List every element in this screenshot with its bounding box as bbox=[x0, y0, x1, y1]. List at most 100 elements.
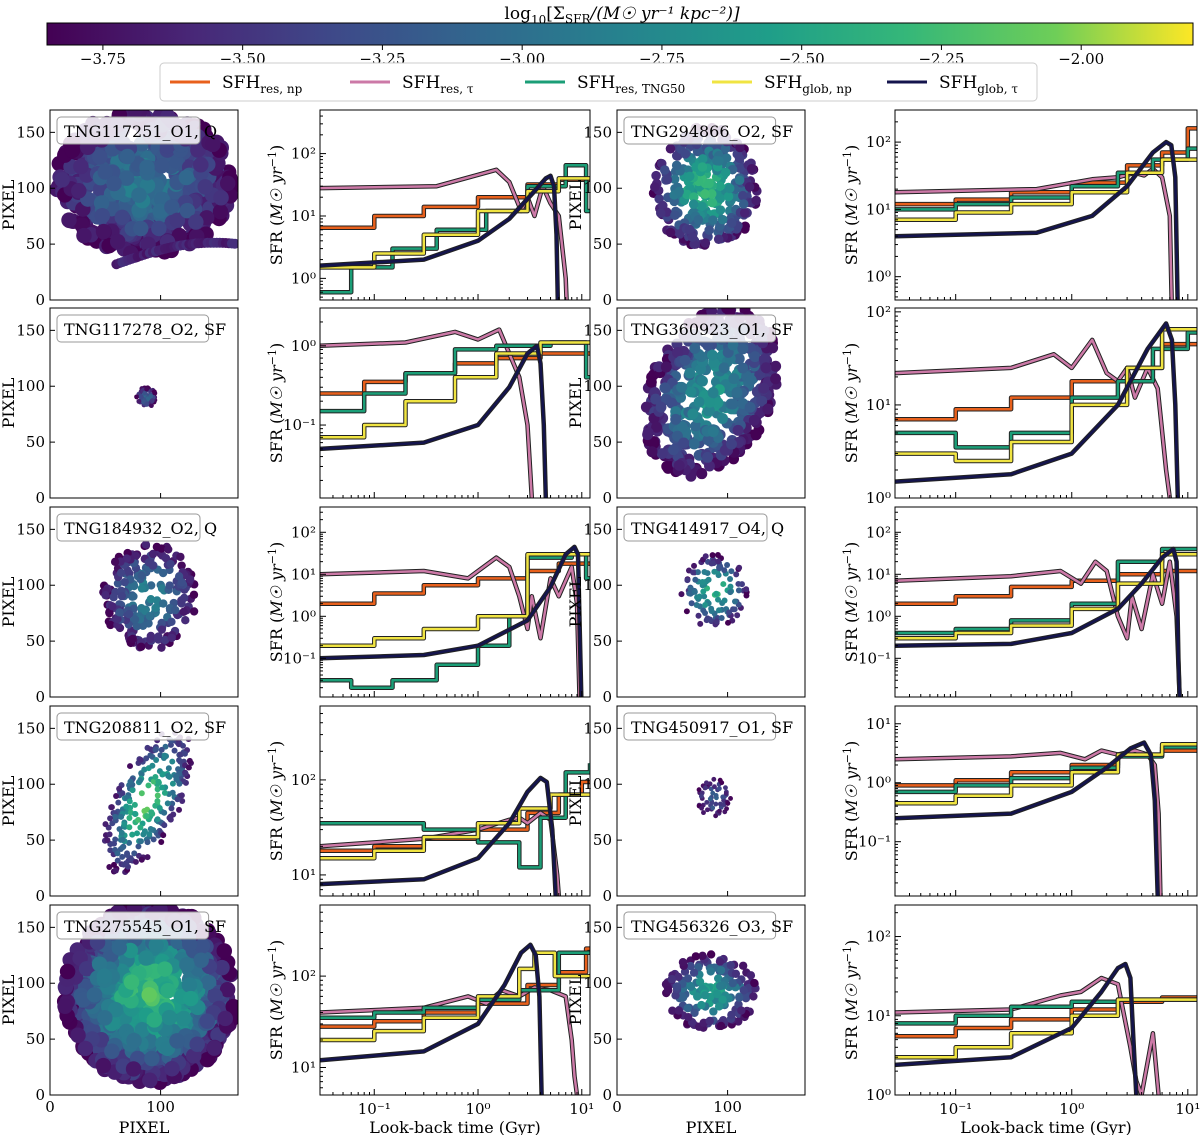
map-ytick-label: 150 bbox=[583, 321, 612, 339]
map-pixel bbox=[152, 542, 162, 552]
sfh-ytick-label: 10² bbox=[866, 928, 891, 946]
map-pixel bbox=[126, 815, 133, 821]
sfh-ytick-label: 10⁰ bbox=[866, 774, 891, 792]
map-pixel bbox=[656, 448, 668, 460]
map-pixel bbox=[158, 568, 168, 578]
map-frame bbox=[49, 109, 239, 301]
map-pixel bbox=[152, 802, 159, 809]
sfh-xlabel: Look-back time (Gyr) bbox=[960, 1118, 1131, 1135]
legend-label: SFHglob, np bbox=[764, 73, 852, 96]
map-pixel bbox=[144, 402, 150, 407]
sfh-line-glob_np bbox=[895, 158, 1197, 222]
map-pixel bbox=[154, 816, 161, 823]
map-pixel bbox=[666, 397, 678, 409]
map-pixel bbox=[186, 757, 193, 764]
map-pixel bbox=[716, 966, 726, 975]
map-pixel bbox=[737, 343, 749, 355]
sfh-ytick-label: 10¹ bbox=[866, 565, 891, 583]
map-pixel bbox=[70, 1027, 86, 1044]
map-pixel bbox=[727, 576, 734, 583]
map-ytick-label: 50 bbox=[26, 632, 45, 650]
map-pixel bbox=[127, 778, 134, 785]
map-pixel bbox=[708, 608, 715, 614]
map-pixel bbox=[704, 799, 710, 805]
map-ylabel: PIXEL bbox=[566, 974, 585, 1025]
map-pixel bbox=[698, 793, 704, 799]
map-pixel bbox=[106, 831, 113, 838]
map-pixel bbox=[693, 992, 702, 1001]
map-pixel bbox=[104, 837, 111, 844]
panel-title: TNG414917_O4, Q bbox=[631, 519, 784, 538]
map-pixel bbox=[143, 813, 150, 819]
map-pixel bbox=[720, 581, 727, 588]
sfh-outline-glob_np bbox=[320, 552, 590, 648]
map-pixel bbox=[225, 998, 238, 1015]
sfh-curves bbox=[320, 942, 590, 1095]
map-pixel bbox=[138, 856, 145, 863]
map-pixel bbox=[91, 956, 108, 972]
panel-title-box bbox=[56, 116, 201, 145]
map-pixel bbox=[674, 972, 683, 982]
panel-title-box bbox=[56, 911, 210, 940]
map-pixel bbox=[690, 420, 702, 432]
sfh-line-glob_tau bbox=[320, 776, 557, 896]
map-pixel bbox=[152, 746, 159, 753]
map-pixel bbox=[154, 632, 163, 641]
map-pixel bbox=[109, 593, 118, 602]
map-pixel bbox=[57, 998, 73, 1014]
map-pixel bbox=[146, 631, 156, 641]
map-ylabel: PIXEL bbox=[0, 974, 18, 1025]
map-pixel bbox=[148, 937, 165, 953]
map-pixel bbox=[715, 981, 725, 991]
map-ytick-label: 150 bbox=[16, 520, 45, 538]
sfh-ylabel: SFR (M☉ yr−1) bbox=[841, 542, 861, 662]
map-ytick-label: 100 bbox=[16, 576, 45, 594]
panel-title-box bbox=[56, 513, 201, 542]
sfh-line-glob_np bbox=[895, 742, 1197, 805]
map-pixel bbox=[132, 810, 139, 817]
sfh-ytick-label: 10⁻¹ bbox=[283, 649, 316, 667]
map-pixel bbox=[177, 596, 186, 605]
sfh-curves bbox=[895, 740, 1197, 896]
sfh-panel: 10⁻¹ 10⁰ SFR (M☉ yr−1) bbox=[266, 307, 591, 499]
map-pixel bbox=[728, 796, 733, 801]
sfh-line-glob_tau bbox=[320, 545, 583, 697]
map-pixel bbox=[155, 778, 162, 785]
map-pixel bbox=[127, 110, 144, 119]
map-pixel bbox=[61, 212, 77, 228]
map-pixel bbox=[151, 220, 167, 237]
sfh-ytick-label: 10¹ bbox=[866, 715, 891, 733]
map-pixel bbox=[110, 557, 120, 566]
map-pixel bbox=[132, 858, 139, 865]
sfh-ytick-label: 10¹ bbox=[866, 1007, 891, 1025]
sfh-line-res_tau bbox=[320, 168, 568, 300]
map-pixel bbox=[169, 758, 176, 765]
map-ytick-label: 100 bbox=[583, 974, 612, 992]
sfh-panel: 10⁰ 10¹ 10² SFR (M☉ yr−1) bbox=[841, 109, 1198, 301]
map-pixel bbox=[167, 633, 176, 643]
map-pixel bbox=[176, 806, 183, 813]
map-pixel bbox=[677, 991, 687, 1000]
map-pixel bbox=[704, 460, 715, 472]
sfh-xtick-label: 10⁻¹ bbox=[358, 1100, 391, 1118]
map-pixel bbox=[714, 1002, 724, 1011]
map-pixel bbox=[726, 960, 736, 970]
map-pixel bbox=[725, 800, 731, 806]
map-pixel bbox=[721, 597, 728, 604]
colorbar: log10[ΣSFR/(M☉ yr⁻¹ kpc⁻²)] −3.75 −3.50 −3… bbox=[46, 4, 1194, 68]
map-pixel bbox=[692, 576, 699, 583]
sfh-line-res_tng50 bbox=[895, 331, 1197, 449]
map-pixel bbox=[95, 1057, 112, 1074]
map-frame bbox=[616, 904, 806, 1096]
map-pixel bbox=[719, 780, 725, 786]
map-pixel bbox=[714, 156, 724, 166]
map-pixel bbox=[721, 153, 732, 163]
map-pixel bbox=[123, 803, 130, 810]
map-pixel bbox=[675, 229, 685, 239]
map-ytick-label: 50 bbox=[26, 235, 45, 253]
map-pixel bbox=[735, 587, 742, 594]
map-pixel bbox=[186, 575, 195, 584]
map-pixel bbox=[702, 602, 709, 609]
map-pixel bbox=[700, 588, 707, 595]
